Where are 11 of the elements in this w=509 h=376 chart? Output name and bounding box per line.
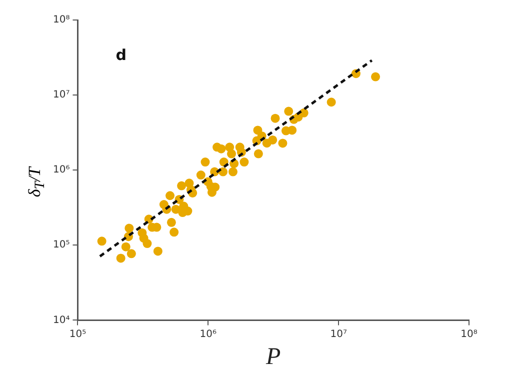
x-tick-label: 10⁵: [69, 328, 86, 340]
x-tick-label: 10⁶: [200, 328, 217, 340]
y-tick-label: 10⁴: [53, 314, 70, 326]
x-axis-title: P: [265, 344, 282, 370]
x-tick-label: 10⁸: [460, 328, 478, 340]
y-tick-label: 10⁷: [53, 90, 70, 101]
y-tick-label: 10⁶: [53, 164, 70, 176]
x-tick-label: 10⁷: [330, 328, 347, 340]
annotation: d: [116, 46, 126, 64]
y-tick-label: 10⁵: [53, 240, 70, 251]
y-tick-label: 10⁸: [53, 14, 70, 26]
